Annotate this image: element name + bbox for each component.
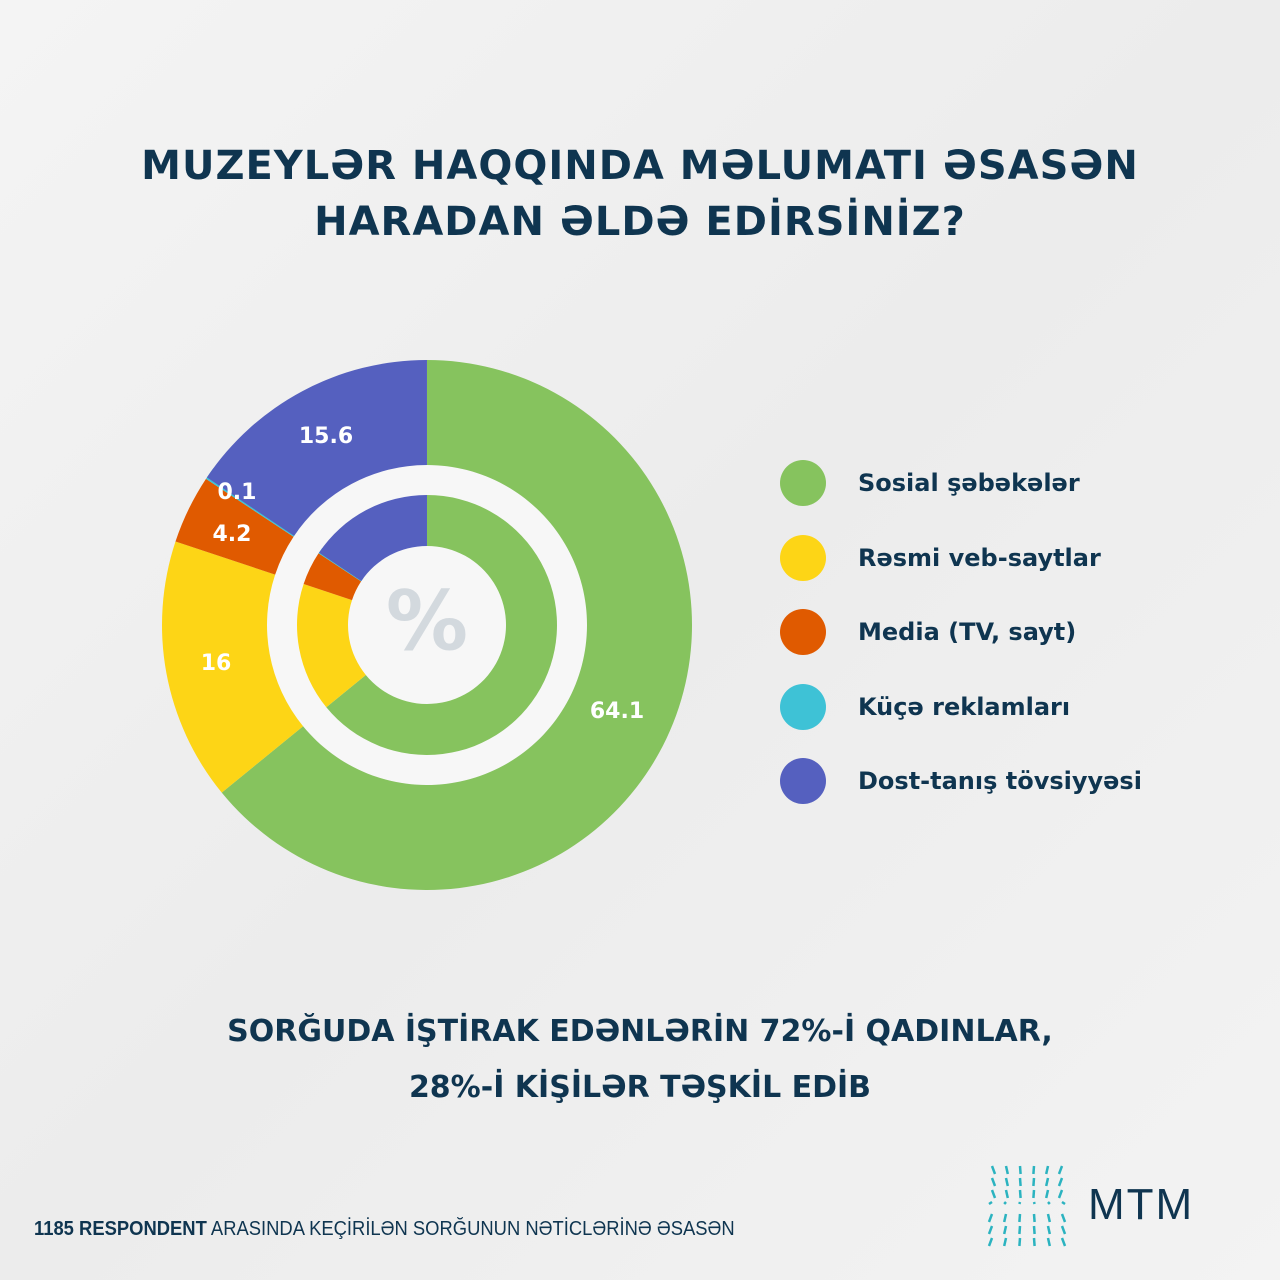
- respondent-count: 1185 RESPONDENT: [34, 1218, 207, 1240]
- legend-item: Dost-tanış tövsiyyəsi: [780, 744, 1142, 819]
- legend-item: Media (TV, sayt): [780, 595, 1142, 670]
- logo-stroke: [1004, 1177, 1010, 1187]
- logo-stroke: [1018, 1213, 1022, 1223]
- outer-slice-5: [206, 360, 427, 536]
- logo-stroke: [1046, 1213, 1052, 1223]
- subtitle-line-2: 28%-İ KİŞİLƏR TƏŞKİL EDİB: [408, 1070, 872, 1105]
- inner-slice-2: [297, 584, 366, 708]
- legend-item: Rəsmi veb-saytlar: [780, 521, 1142, 596]
- subtitle-line-1: SORĞUDA İŞTİRAK EDƏNLƏRİN 72%-İ QADINLAR…: [227, 1014, 1053, 1049]
- legend-swatch: [780, 460, 826, 507]
- logo-stroke: [1044, 1189, 1050, 1199]
- logo-stroke: [987, 1213, 994, 1223]
- logo-stroke: [1032, 1177, 1036, 1187]
- logo-stroke: [990, 1177, 997, 1187]
- subtitle: SORĞUDA İŞTİRAK EDƏNLƏRİN 72%-İ QADINLAR…: [0, 1004, 1280, 1116]
- footer-note: 1185 RESPONDENT ARASINDA KEÇİRİLƏN SORĞU…: [34, 1218, 735, 1241]
- logo-stroke: [1060, 1237, 1067, 1247]
- logo-stroke: [990, 1189, 997, 1199]
- logo-stroke: [1004, 1165, 1010, 1175]
- logo-stroke: [1018, 1165, 1022, 1175]
- logo-text: MTM: [1088, 1180, 1195, 1229]
- logo-mark-icon: [987, 1165, 1067, 1247]
- logo-stroke: [1057, 1189, 1064, 1199]
- logo-stroke: [1046, 1225, 1052, 1235]
- legend: Sosial şəbəkələr Rəsmi veb-saytlar Media (…: [780, 446, 1142, 819]
- legend-label: Küçə reklamları: [858, 692, 1071, 721]
- logo-stroke: [1018, 1225, 1022, 1235]
- mtm-logo: MTM: [986, 1162, 1194, 1248]
- logo-stroke: [1018, 1201, 1022, 1205]
- footer-text: ARASINDA KEÇİRİLƏN SORĞUNUN NƏTİCLƏRİNƏ …: [206, 1218, 735, 1240]
- logo-stroke: [1032, 1213, 1036, 1223]
- logo-stroke: [1060, 1213, 1067, 1223]
- legend-label: Rəsmi veb-saytlar: [858, 543, 1101, 572]
- outer-slice-3: [175, 478, 294, 575]
- legend-swatch: [780, 609, 826, 656]
- data-label: 0.1: [218, 480, 257, 505]
- legend-swatch: [780, 683, 826, 730]
- logo-stroke: [1018, 1177, 1022, 1187]
- legend-label: Sosial şəbəkələr: [858, 469, 1080, 498]
- legend-label: Dost-tanış tövsiyyəsi: [858, 767, 1142, 796]
- logo-stroke: [1047, 1201, 1051, 1205]
- inner-slice-1: [326, 495, 557, 755]
- data-label: 4.2: [213, 522, 252, 547]
- logo-stroke: [1057, 1165, 1064, 1175]
- legend-swatch: [780, 534, 826, 581]
- logo-stroke: [987, 1225, 994, 1235]
- logo-stroke: [1032, 1237, 1036, 1247]
- logo-stroke: [1002, 1225, 1008, 1235]
- logo-stroke: [1060, 1225, 1067, 1235]
- logo-stroke: [988, 1200, 993, 1206]
- logo-stroke: [1018, 1237, 1022, 1247]
- data-label: 64.1: [590, 699, 644, 724]
- legend-label: Media (TV, sayt): [858, 618, 1077, 647]
- logo-stroke: [1002, 1237, 1008, 1247]
- logo-stroke: [1032, 1225, 1036, 1235]
- logo-stroke: [1057, 1177, 1064, 1187]
- logo-stroke: [987, 1237, 994, 1247]
- data-label: 16: [201, 651, 232, 676]
- logo-stroke: [1032, 1189, 1036, 1199]
- legend-item: Küçə reklamları: [780, 670, 1142, 745]
- title-line-2: HARADAN ƏLDƏ EDİRSİNİZ?: [314, 199, 966, 245]
- logo-stroke: [1032, 1165, 1036, 1175]
- logo-stroke: [1018, 1189, 1022, 1199]
- outer-slice-2: [162, 541, 304, 793]
- inner-slice-3: [303, 553, 362, 601]
- logo-stroke: [1044, 1177, 1050, 1187]
- title-line-1: MUZEYLƏR HAQQINDA MƏLUMATI ƏSASƏN: [141, 143, 1139, 189]
- logo-stroke: [1004, 1189, 1010, 1199]
- outer-slice-1: [221, 360, 692, 890]
- logo-stroke: [990, 1165, 997, 1175]
- percent-center-label: %: [386, 574, 468, 669]
- logo-stroke: [1046, 1237, 1052, 1247]
- logo-stroke: [1061, 1200, 1066, 1206]
- chart-title: MUZEYLƏR HAQQINDA MƏLUMATI ƏSASƏN HARADA…: [0, 138, 1280, 250]
- logo-stroke: [1003, 1201, 1007, 1205]
- logo-stroke: [1044, 1165, 1050, 1175]
- legend-swatch: [780, 758, 826, 805]
- logo-stroke: [1002, 1213, 1008, 1223]
- legend-item: Sosial şəbəkələr: [780, 446, 1142, 521]
- logo-stroke: [1032, 1201, 1036, 1205]
- inner-slice-5: [319, 495, 427, 582]
- data-label: 15.6: [299, 424, 353, 449]
